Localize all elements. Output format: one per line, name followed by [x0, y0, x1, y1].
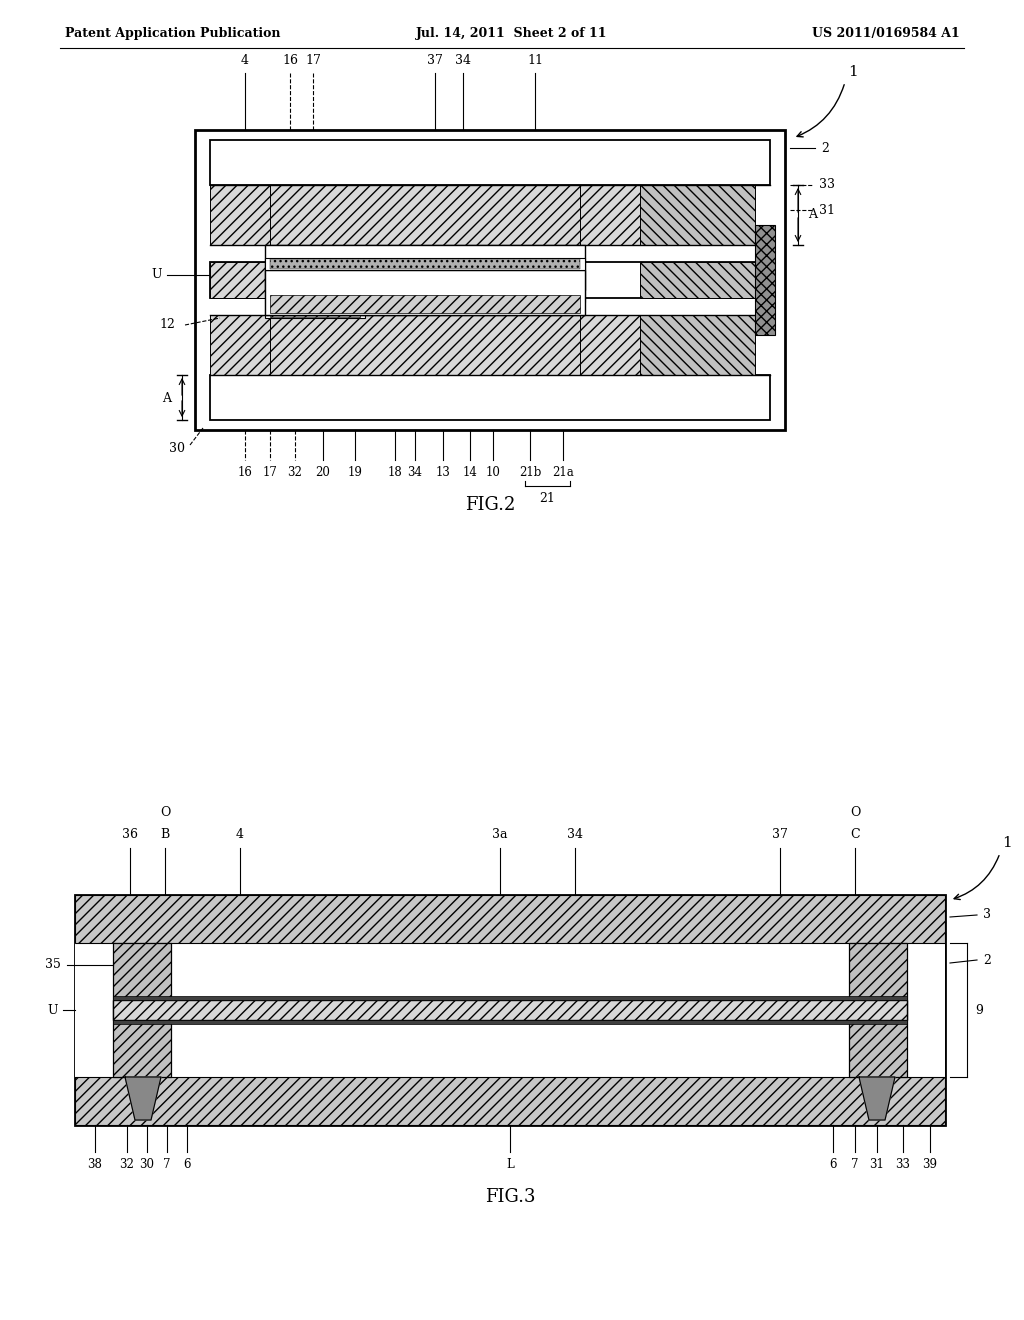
Text: 30: 30: [169, 441, 185, 454]
Bar: [210, 261, 770, 298]
Text: 6: 6: [183, 1159, 190, 1172]
Bar: [113, 1001, 907, 1020]
Text: 34: 34: [567, 829, 583, 842]
Bar: [270, 290, 580, 301]
Text: 36: 36: [122, 829, 138, 842]
Text: 18: 18: [388, 466, 402, 479]
Text: 11: 11: [527, 54, 543, 66]
Text: U: U: [152, 268, 162, 281]
Bar: [640, 315, 755, 375]
Text: 2: 2: [983, 953, 991, 966]
Bar: [113, 997, 907, 1001]
Text: 3: 3: [983, 908, 991, 921]
Text: 32: 32: [288, 466, 302, 479]
Bar: [75, 942, 945, 1077]
Text: 1: 1: [848, 65, 858, 79]
Text: FIG.3: FIG.3: [484, 1188, 536, 1206]
Text: 31: 31: [819, 203, 835, 216]
Text: 4: 4: [236, 829, 244, 842]
Text: 4: 4: [241, 54, 249, 66]
Text: 17: 17: [305, 54, 321, 66]
Bar: [270, 271, 580, 288]
Bar: [755, 224, 775, 335]
Text: 33: 33: [896, 1159, 910, 1172]
Bar: [265, 246, 585, 290]
Bar: [270, 259, 580, 269]
Text: 34: 34: [455, 54, 471, 66]
Text: C: C: [850, 829, 860, 842]
Text: FIG.2: FIG.2: [465, 496, 515, 513]
Bar: [640, 261, 755, 298]
Text: O: O: [160, 805, 170, 818]
Bar: [113, 1020, 907, 1024]
Text: 12: 12: [159, 318, 175, 331]
Text: 21: 21: [539, 492, 555, 506]
Text: 34: 34: [408, 466, 423, 479]
Text: 14: 14: [463, 466, 477, 479]
Bar: [195, 129, 785, 430]
Bar: [113, 942, 171, 1077]
Text: 37: 37: [772, 829, 787, 842]
Bar: [210, 375, 770, 420]
Text: 7: 7: [163, 1159, 171, 1172]
Text: 6: 6: [829, 1159, 837, 1172]
Text: 3a: 3a: [493, 829, 508, 842]
Text: 9: 9: [975, 1003, 983, 1016]
Text: 38: 38: [88, 1159, 102, 1172]
Bar: [849, 942, 907, 1077]
Bar: [75, 895, 945, 942]
Bar: [210, 315, 270, 375]
Text: Jul. 14, 2011  Sheet 2 of 11: Jul. 14, 2011 Sheet 2 of 11: [416, 26, 608, 40]
Text: 1: 1: [1002, 836, 1012, 850]
Bar: [210, 185, 270, 246]
Bar: [270, 294, 580, 313]
Text: U: U: [48, 1003, 58, 1016]
Text: 16: 16: [238, 466, 253, 479]
Bar: [265, 290, 585, 302]
Text: O: O: [850, 805, 860, 818]
Polygon shape: [859, 1077, 895, 1119]
Polygon shape: [125, 1077, 161, 1119]
Text: 21b: 21b: [519, 466, 542, 479]
Text: 7: 7: [851, 1159, 859, 1172]
Bar: [75, 1077, 945, 1125]
Text: 32: 32: [120, 1159, 134, 1172]
Text: 21a: 21a: [552, 466, 573, 479]
Text: 35: 35: [45, 958, 61, 972]
Text: 37: 37: [427, 54, 443, 66]
Bar: [270, 315, 580, 375]
Text: 16: 16: [282, 54, 298, 66]
Text: 31: 31: [869, 1159, 885, 1172]
Bar: [75, 895, 945, 1125]
Bar: [210, 140, 770, 185]
Text: 30: 30: [139, 1159, 155, 1172]
Bar: [580, 185, 640, 246]
Bar: [580, 315, 640, 375]
Text: 13: 13: [435, 466, 451, 479]
Text: US 2011/0169584 A1: US 2011/0169584 A1: [812, 26, 961, 40]
Bar: [270, 304, 360, 317]
Text: L: L: [506, 1159, 514, 1172]
Text: 10: 10: [485, 466, 501, 479]
Bar: [270, 185, 580, 246]
Text: A: A: [163, 392, 171, 404]
Text: 17: 17: [262, 466, 278, 479]
Text: B: B: [161, 829, 170, 842]
Text: 20: 20: [315, 466, 331, 479]
Text: 2: 2: [821, 141, 829, 154]
Bar: [265, 257, 585, 271]
Text: 19: 19: [347, 466, 362, 479]
Text: A: A: [809, 209, 817, 222]
Bar: [210, 261, 270, 298]
Text: 39: 39: [923, 1159, 938, 1172]
Bar: [265, 302, 365, 318]
Text: 33: 33: [819, 178, 835, 191]
Bar: [265, 271, 585, 315]
Bar: [640, 185, 755, 246]
Text: Patent Application Publication: Patent Application Publication: [65, 26, 281, 40]
